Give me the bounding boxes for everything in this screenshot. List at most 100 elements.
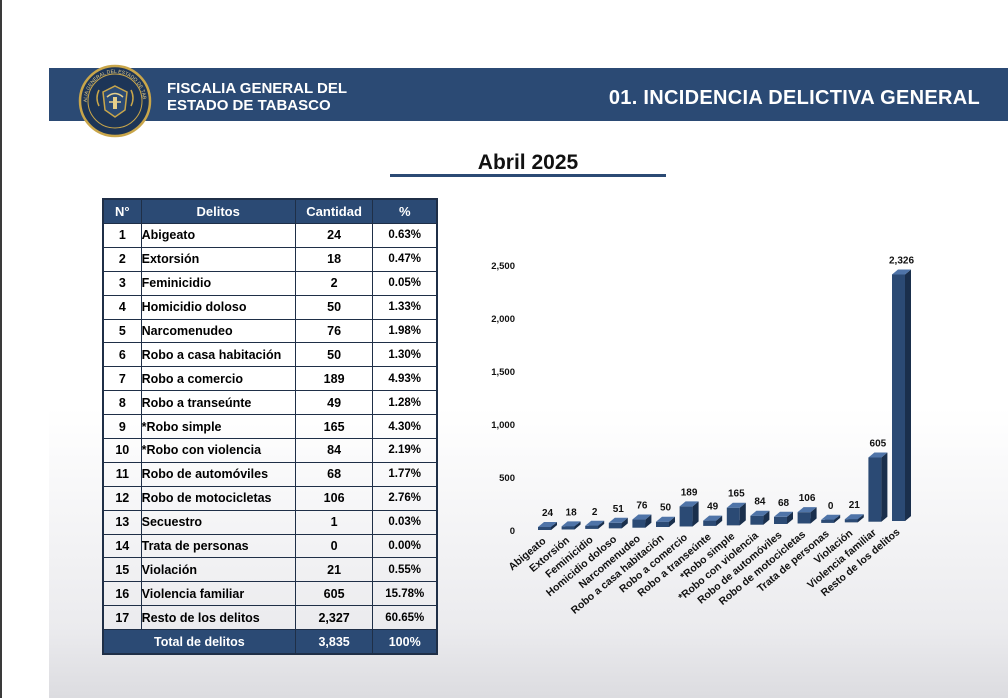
bar-side: [905, 269, 911, 521]
row-percent: 0.00%: [372, 533, 438, 559]
table-row: 4 Homicidio doloso 50 1.33%: [102, 294, 438, 320]
bar: [750, 515, 764, 525]
bar-side: [810, 507, 817, 524]
table-header-row: N° Delitos Cantidad %: [102, 198, 438, 224]
row-quantity: 605: [294, 581, 374, 607]
bar-top: [821, 514, 841, 520]
bar-top: [892, 269, 911, 275]
bar: [656, 521, 669, 527]
row-crime: *Robo con violencia: [140, 438, 296, 463]
row-number: 2: [102, 246, 142, 272]
bar: [561, 526, 575, 530]
row-percent: 1.33%: [372, 294, 438, 320]
bar: [608, 522, 622, 529]
org-name-line2: ESTADO DE TABASCO: [167, 97, 331, 114]
data-label: 68: [778, 498, 790, 509]
total-quantity: 3,835: [294, 629, 374, 655]
table-row: 1 Abigeato 24 0.63%: [102, 223, 438, 248]
table-row: 12 Robo de motocicletas 106 2.76%: [102, 485, 438, 511]
bar: [703, 520, 717, 526]
table-total-row: Total de delitos 3,835 100%: [102, 629, 438, 655]
bar: [892, 274, 905, 521]
y-tick-label: 0: [510, 526, 515, 537]
row-number: 15: [102, 557, 142, 583]
row-percent: 0.55%: [372, 557, 438, 583]
table-row: 14 Trata de personas 0 0.00%: [102, 533, 438, 559]
data-label: 50: [660, 503, 672, 514]
row-crime: Homicidio doloso: [140, 294, 296, 320]
bar-top: [726, 502, 746, 508]
row-crime: Robo a comercio: [140, 366, 296, 392]
period-title: Abril 2025: [477, 151, 579, 174]
table-row: 5 Narcomenudeo 76 1.98%: [102, 318, 438, 344]
row-crime: *Robo simple: [140, 414, 296, 440]
y-tick-label: 2,500: [491, 261, 515, 272]
row-number: 17: [102, 605, 142, 631]
header-number: N°: [102, 198, 142, 224]
table-row: 9 *Robo simple 165 4.30%: [102, 414, 438, 440]
period-underline: [390, 174, 666, 177]
row-percent: 1.30%: [372, 342, 438, 368]
row-quantity: 84: [294, 438, 374, 463]
row-quantity: 68: [294, 461, 374, 487]
bar-side: [598, 520, 605, 529]
bar-side: [621, 517, 628, 529]
bar-top: [538, 522, 557, 527]
data-label: 2,326: [889, 255, 914, 266]
bar-side: [834, 514, 841, 523]
incidence-bar-chart: 05001,0001,5002,0002,50024Abigeato18Exto…: [491, 255, 914, 616]
total-label: Total de delitos: [102, 629, 296, 655]
bar-side: [692, 501, 699, 527]
row-percent: 60.65%: [372, 605, 438, 631]
table-row: 10 *Robo con violencia 84 2.19%: [102, 438, 438, 463]
bar: [868, 457, 882, 522]
bar: [821, 519, 835, 523]
row-quantity: 2,327: [294, 605, 374, 631]
row-number: 16: [102, 581, 142, 607]
row-quantity: 21: [294, 557, 374, 583]
data-label: 605: [870, 438, 887, 449]
data-label: 21: [849, 500, 861, 511]
table-row: 13 Secuestro 1 0.03%: [102, 509, 438, 535]
header-banner: [49, 68, 1008, 121]
bar-side: [739, 502, 746, 526]
y-tick-label: 1,000: [491, 420, 515, 431]
bar-top: [774, 511, 793, 517]
bar-side: [881, 452, 888, 522]
table-row: 7 Robo a comercio 189 4.93%: [102, 366, 438, 392]
row-quantity: 0: [294, 533, 374, 559]
bar-top: [656, 516, 675, 522]
bar-side: [551, 522, 557, 530]
bar-top: [632, 514, 652, 520]
row-percent: 1.98%: [372, 318, 438, 344]
bar-side: [574, 521, 581, 530]
row-quantity: 50: [294, 294, 374, 320]
bar-top: [561, 521, 581, 527]
row-percent: 2.76%: [372, 485, 438, 511]
data-label: 84: [754, 497, 766, 508]
row-quantity: 1: [294, 509, 374, 535]
row-percent: 4.30%: [372, 414, 438, 440]
y-tick-label: 500: [499, 473, 515, 484]
row-quantity: 165: [294, 414, 374, 440]
data-label: 189: [681, 487, 698, 498]
bar-side: [716, 515, 723, 526]
row-crime: Abigeato: [140, 223, 296, 248]
bar: [797, 512, 811, 524]
row-quantity: 2: [294, 270, 374, 296]
row-number: 7: [102, 366, 142, 392]
row-crime: Narcomenudeo: [140, 318, 296, 344]
row-quantity: 24: [294, 223, 374, 248]
row-percent: 15.78%: [372, 581, 438, 607]
row-number: 13: [102, 509, 142, 535]
org-name-line1: FISCALIA GENERAL DEL: [167, 80, 348, 97]
total-percent: 100%: [372, 629, 438, 655]
table-row: 8 Robo a transeúnte 49 1.28%: [102, 390, 438, 416]
row-crime: Robo a casa habitación: [140, 342, 296, 368]
data-label: 76: [636, 501, 648, 512]
row-quantity: 106: [294, 485, 374, 511]
crime-incidence-table: N° Delitos Cantidad % 1 Abigeato 24 0.63% 2…: [102, 198, 438, 656]
row-percent: 0.47%: [372, 246, 438, 272]
table-row: 17 Resto de los delitos 2,327 60.65%: [102, 605, 438, 631]
header-quantity: Cantidad: [294, 198, 374, 224]
